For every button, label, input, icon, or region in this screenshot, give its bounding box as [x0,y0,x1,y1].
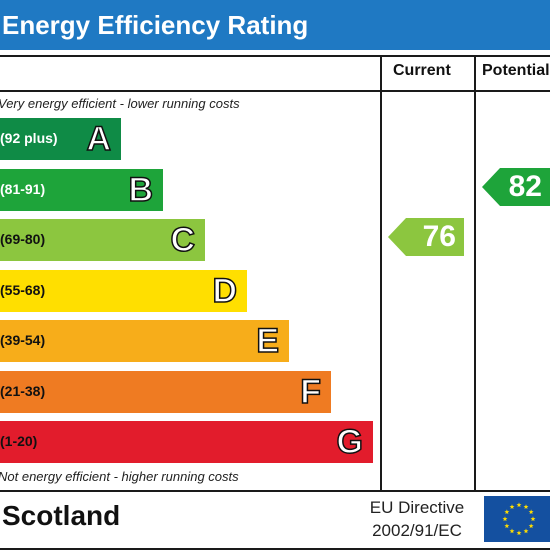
band-a: (92 plus) A [0,118,121,160]
band-a-letter: A [86,119,112,159]
band-d-range: (55-68) [0,281,46,298]
divider-footer [0,490,550,492]
eu-star-icon [504,523,510,529]
band-e: (39-54) E [0,320,289,362]
band-b-letter: B [128,170,154,210]
divider-header [0,90,550,92]
directive-line-2: 2002/91/EC [372,521,462,540]
potential-rating-value: 82 [508,169,542,203]
band-f-range: (21-38) [0,382,46,399]
top-note: Very energy efficient - lower running co… [0,96,240,111]
divider-potential [474,55,476,492]
band-d: (55-68) D [0,269,247,312]
eu-star-icon [516,530,522,536]
eu-flag-stars [502,502,536,536]
current-rating-arrow: 76 [388,218,464,256]
band-c-range: (69-80) [0,231,46,247]
potential-column-header: Potential [482,62,550,79]
band-c-letter: C [170,220,196,260]
band-g-letter: G [336,422,364,462]
divider-current [380,55,382,492]
eu-star-icon [509,504,515,509]
band-e-range: (39-54) [0,332,46,348]
band-f: (21-38) F [0,370,331,413]
band-f-letter: F [299,372,321,412]
eu-star-icon [523,528,529,534]
band-b: (81-91) B [0,168,163,211]
eu-star-icon [504,509,510,515]
eu-star-icon [528,523,534,529]
chart-title: Energy Efficiency Rating [2,10,309,40]
current-rating-value: 76 [422,220,456,253]
eu-star-icon [516,502,522,508]
eu-flag-icon [484,496,550,542]
bottom-note: Not energy efficient - higher running co… [0,469,239,484]
divider-bottom [0,548,550,550]
potential-rating-arrow: 82 [482,167,550,206]
band-a-range: (92 plus) [0,130,58,146]
eu-star-icon [523,504,529,509]
potential-rating-arrow-shape [482,167,550,206]
current-rating-arrow-shape [388,218,464,256]
divider-top [0,55,550,57]
eu-star-icon [509,528,515,534]
eu-star-icon [530,516,536,522]
band-g: (1-20) G [0,421,373,463]
directive-line-1: EU Directive [369,498,465,517]
current-column-header: Current [393,62,451,79]
band-g-range: (1-20) [0,433,38,449]
band-d-letter: D [212,271,238,311]
band-e-letter: E [256,321,280,361]
title-bar: Energy Efficiency Rating [0,0,550,50]
eu-star-icon [502,516,508,522]
region-label: Scotland [2,500,121,531]
eu-star-icon [528,509,534,515]
band-b-range: (81-91) [0,180,46,197]
band-c: (69-80) C [0,219,205,261]
